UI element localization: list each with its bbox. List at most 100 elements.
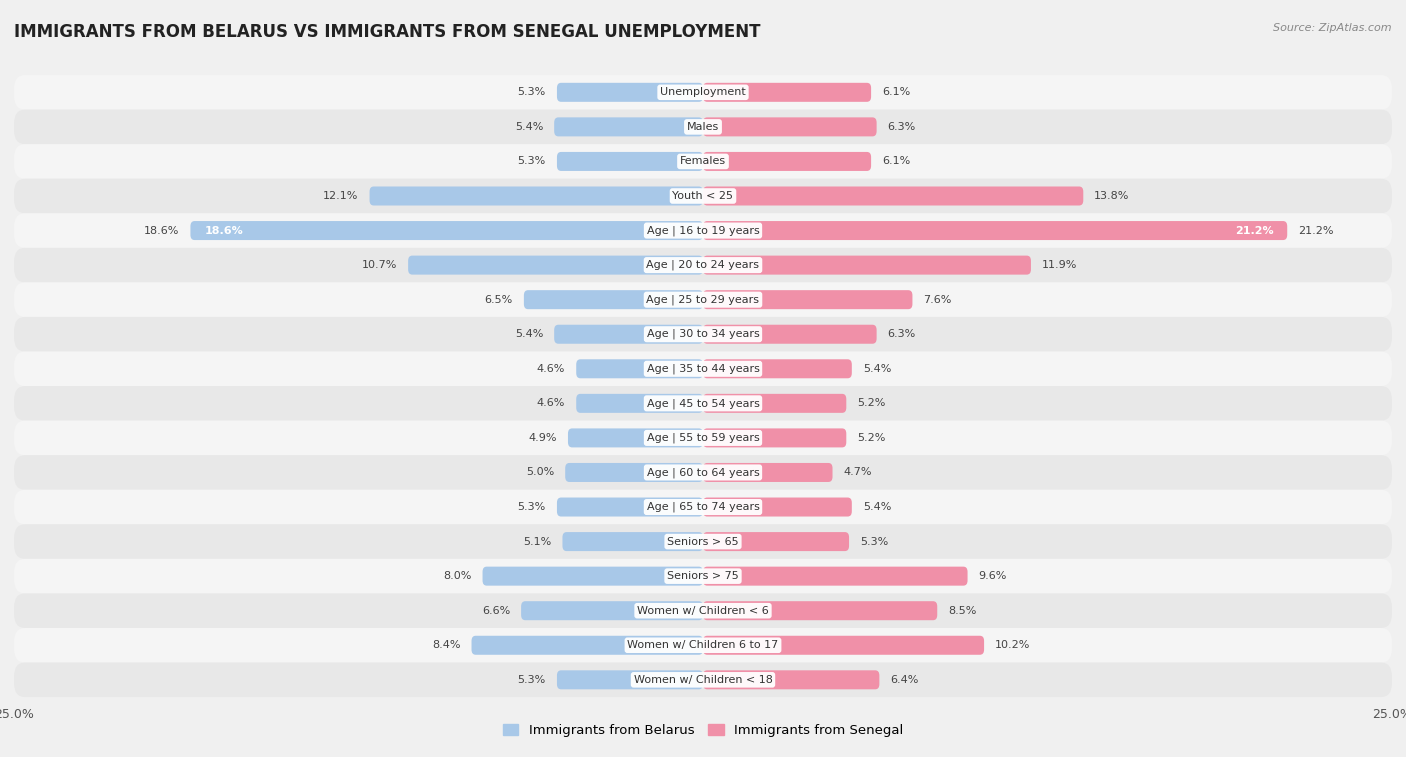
FancyBboxPatch shape bbox=[14, 662, 1392, 697]
FancyBboxPatch shape bbox=[565, 463, 703, 482]
FancyBboxPatch shape bbox=[14, 525, 1392, 559]
FancyBboxPatch shape bbox=[703, 290, 912, 309]
Text: 5.3%: 5.3% bbox=[517, 87, 546, 98]
Text: Women w/ Children 6 to 17: Women w/ Children 6 to 17 bbox=[627, 640, 779, 650]
Text: 8.0%: 8.0% bbox=[443, 571, 471, 581]
Text: 5.2%: 5.2% bbox=[858, 398, 886, 408]
Text: 5.3%: 5.3% bbox=[517, 502, 546, 512]
Text: 11.9%: 11.9% bbox=[1042, 260, 1077, 270]
FancyBboxPatch shape bbox=[703, 186, 1083, 205]
Text: 5.4%: 5.4% bbox=[515, 329, 543, 339]
Text: 9.6%: 9.6% bbox=[979, 571, 1007, 581]
Text: IMMIGRANTS FROM BELARUS VS IMMIGRANTS FROM SENEGAL UNEMPLOYMENT: IMMIGRANTS FROM BELARUS VS IMMIGRANTS FR… bbox=[14, 23, 761, 41]
Text: 5.4%: 5.4% bbox=[863, 364, 891, 374]
FancyBboxPatch shape bbox=[522, 601, 703, 620]
Text: 5.1%: 5.1% bbox=[523, 537, 551, 547]
FancyBboxPatch shape bbox=[576, 394, 703, 413]
Text: Unemployment: Unemployment bbox=[661, 87, 745, 98]
FancyBboxPatch shape bbox=[190, 221, 703, 240]
Text: 5.4%: 5.4% bbox=[863, 502, 891, 512]
FancyBboxPatch shape bbox=[703, 497, 852, 516]
FancyBboxPatch shape bbox=[14, 593, 1392, 628]
Text: 6.5%: 6.5% bbox=[485, 294, 513, 304]
FancyBboxPatch shape bbox=[703, 567, 967, 586]
Text: 5.3%: 5.3% bbox=[517, 674, 546, 685]
Text: 8.5%: 8.5% bbox=[948, 606, 977, 615]
FancyBboxPatch shape bbox=[703, 152, 872, 171]
Text: Seniors > 75: Seniors > 75 bbox=[666, 571, 740, 581]
FancyBboxPatch shape bbox=[14, 282, 1392, 317]
FancyBboxPatch shape bbox=[370, 186, 703, 205]
FancyBboxPatch shape bbox=[562, 532, 703, 551]
FancyBboxPatch shape bbox=[703, 428, 846, 447]
Text: 5.0%: 5.0% bbox=[526, 468, 554, 478]
Text: 18.6%: 18.6% bbox=[204, 226, 243, 235]
FancyBboxPatch shape bbox=[14, 421, 1392, 455]
Text: 6.3%: 6.3% bbox=[887, 122, 915, 132]
FancyBboxPatch shape bbox=[14, 144, 1392, 179]
FancyBboxPatch shape bbox=[554, 117, 703, 136]
Text: 13.8%: 13.8% bbox=[1094, 191, 1129, 201]
FancyBboxPatch shape bbox=[557, 83, 703, 102]
FancyBboxPatch shape bbox=[14, 75, 1392, 110]
Text: Age | 55 to 59 years: Age | 55 to 59 years bbox=[647, 433, 759, 443]
Text: 10.7%: 10.7% bbox=[361, 260, 396, 270]
Text: Age | 60 to 64 years: Age | 60 to 64 years bbox=[647, 467, 759, 478]
Text: 5.3%: 5.3% bbox=[860, 537, 889, 547]
FancyBboxPatch shape bbox=[557, 670, 703, 690]
Text: Seniors > 65: Seniors > 65 bbox=[668, 537, 738, 547]
FancyBboxPatch shape bbox=[14, 213, 1392, 248]
FancyBboxPatch shape bbox=[703, 83, 872, 102]
FancyBboxPatch shape bbox=[471, 636, 703, 655]
FancyBboxPatch shape bbox=[703, 463, 832, 482]
FancyBboxPatch shape bbox=[703, 670, 879, 690]
FancyBboxPatch shape bbox=[703, 117, 876, 136]
Text: 8.4%: 8.4% bbox=[432, 640, 461, 650]
FancyBboxPatch shape bbox=[14, 248, 1392, 282]
FancyBboxPatch shape bbox=[557, 152, 703, 171]
FancyBboxPatch shape bbox=[14, 110, 1392, 144]
FancyBboxPatch shape bbox=[703, 532, 849, 551]
Text: 6.1%: 6.1% bbox=[882, 87, 910, 98]
Text: 6.4%: 6.4% bbox=[890, 674, 918, 685]
FancyBboxPatch shape bbox=[554, 325, 703, 344]
Text: 21.2%: 21.2% bbox=[1298, 226, 1334, 235]
Text: Women w/ Children < 6: Women w/ Children < 6 bbox=[637, 606, 769, 615]
FancyBboxPatch shape bbox=[576, 360, 703, 378]
Text: Women w/ Children < 18: Women w/ Children < 18 bbox=[634, 674, 772, 685]
Text: 5.4%: 5.4% bbox=[515, 122, 543, 132]
Text: 6.1%: 6.1% bbox=[882, 157, 910, 167]
Text: 10.2%: 10.2% bbox=[995, 640, 1031, 650]
Text: Males: Males bbox=[688, 122, 718, 132]
Text: Source: ZipAtlas.com: Source: ZipAtlas.com bbox=[1274, 23, 1392, 33]
Text: 4.7%: 4.7% bbox=[844, 468, 872, 478]
FancyBboxPatch shape bbox=[408, 256, 703, 275]
FancyBboxPatch shape bbox=[703, 256, 1031, 275]
Text: Females: Females bbox=[681, 157, 725, 167]
Text: 4.6%: 4.6% bbox=[537, 364, 565, 374]
Text: Youth < 25: Youth < 25 bbox=[672, 191, 734, 201]
FancyBboxPatch shape bbox=[14, 490, 1392, 525]
FancyBboxPatch shape bbox=[703, 325, 876, 344]
Text: 5.3%: 5.3% bbox=[517, 157, 546, 167]
Text: Age | 45 to 54 years: Age | 45 to 54 years bbox=[647, 398, 759, 409]
Text: 7.6%: 7.6% bbox=[924, 294, 952, 304]
Text: 5.2%: 5.2% bbox=[858, 433, 886, 443]
FancyBboxPatch shape bbox=[14, 351, 1392, 386]
Text: 6.6%: 6.6% bbox=[482, 606, 510, 615]
Text: Age | 35 to 44 years: Age | 35 to 44 years bbox=[647, 363, 759, 374]
FancyBboxPatch shape bbox=[482, 567, 703, 586]
FancyBboxPatch shape bbox=[703, 601, 938, 620]
FancyBboxPatch shape bbox=[14, 455, 1392, 490]
FancyBboxPatch shape bbox=[14, 386, 1392, 421]
FancyBboxPatch shape bbox=[557, 497, 703, 516]
FancyBboxPatch shape bbox=[14, 559, 1392, 593]
FancyBboxPatch shape bbox=[703, 360, 852, 378]
Text: 18.6%: 18.6% bbox=[143, 226, 180, 235]
FancyBboxPatch shape bbox=[14, 179, 1392, 213]
Text: Age | 30 to 34 years: Age | 30 to 34 years bbox=[647, 329, 759, 339]
FancyBboxPatch shape bbox=[568, 428, 703, 447]
FancyBboxPatch shape bbox=[14, 628, 1392, 662]
Text: 6.3%: 6.3% bbox=[887, 329, 915, 339]
Text: 21.2%: 21.2% bbox=[1234, 226, 1274, 235]
